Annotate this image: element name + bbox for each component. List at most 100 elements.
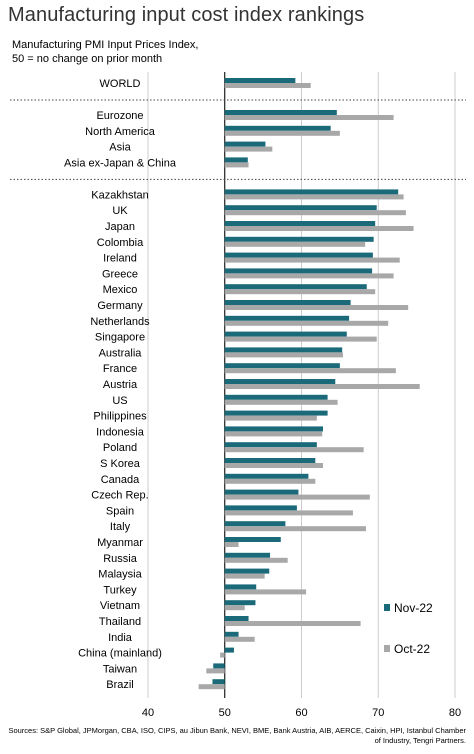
bar-nov-22 — [224, 647, 234, 653]
bar-oct-22 — [224, 621, 361, 626]
bar-oct-22 — [206, 668, 225, 674]
legend-swatch-nov-22 — [384, 604, 390, 611]
chart-title: Manufacturing input cost index rankings — [8, 4, 365, 26]
bar-oct-22 — [224, 636, 255, 642]
bar-nov-22 — [212, 679, 225, 685]
category-label: India — [108, 632, 133, 644]
bar-nov-22 — [224, 157, 248, 163]
category-label: Colombia — [97, 237, 144, 249]
bar-nov-22 — [224, 552, 271, 558]
bar-nov-22 — [224, 347, 343, 353]
x-tick-label: 40 — [142, 707, 154, 719]
bar-nov-22 — [224, 426, 323, 432]
bar-oct-22 — [224, 194, 404, 200]
bar-nov-22 — [224, 189, 399, 195]
category-label: US — [112, 395, 127, 407]
category-label: Vietnam — [100, 600, 140, 612]
bar-oct-22 — [224, 605, 245, 611]
category-label: Eurozone — [96, 110, 143, 122]
category-label: Singapore — [95, 332, 145, 344]
category-label: Netherlands — [90, 316, 150, 328]
legend-swatch-oct-22 — [384, 645, 390, 652]
bar-nov-22 — [224, 616, 249, 621]
bar-oct-22 — [224, 557, 288, 563]
category-label: Kazakhstan — [91, 189, 148, 201]
chart-subtitle: Manufacturing PMI Input Prices Index, 50… — [12, 39, 199, 65]
category-label: Italy — [110, 521, 131, 533]
bar-nov-22 — [224, 473, 309, 479]
bar-oct-22 — [224, 305, 409, 310]
bar-oct-22 — [224, 210, 406, 216]
category-label: Brazil — [106, 679, 134, 691]
x-tick-label: 70 — [372, 707, 384, 719]
bar-nov-22 — [224, 521, 286, 527]
bar-nov-22 — [224, 221, 376, 226]
bar-nov-22 — [224, 584, 257, 590]
bar-nov-22 — [224, 537, 281, 542]
bar-nov-22 — [224, 284, 367, 290]
bar-nov-22 — [224, 394, 328, 400]
category-label: North America — [85, 126, 156, 138]
bar-oct-22 — [224, 384, 420, 389]
bar-oct-22 — [224, 542, 239, 547]
category-label: Germany — [97, 300, 143, 312]
category-label: WORLD — [100, 78, 141, 90]
bar-oct-22 — [224, 115, 394, 120]
bar-oct-22 — [220, 652, 225, 658]
bar-oct-22 — [224, 415, 317, 421]
bar-nov-22 — [224, 363, 340, 369]
bar-oct-22 — [224, 130, 340, 136]
bar-nov-22 — [224, 252, 373, 258]
bar-oct-22 — [224, 478, 316, 484]
bar-oct-22 — [224, 573, 265, 579]
bar-nov-22 — [213, 663, 225, 669]
category-label: Mexico — [103, 284, 138, 296]
bar-nov-22 — [224, 379, 336, 384]
bar-oct-22 — [224, 510, 353, 516]
source-note: Sources: S&P Global, JPMorgan, CBA, ISO,… — [8, 726, 466, 745]
category-label: Indonesia — [96, 426, 145, 438]
bar-oct-22 — [224, 162, 249, 168]
legend-label-nov-22: Nov-22 — [394, 601, 433, 615]
x-tick-label: 50 — [219, 707, 231, 719]
category-label: Austria — [103, 379, 138, 391]
x-tick-label: 80 — [449, 707, 461, 719]
category-label: Czech Rep. — [91, 490, 148, 502]
bar-oct-22 — [224, 289, 376, 295]
category-label: UK — [112, 205, 128, 217]
category-label: Taiwan — [103, 663, 137, 675]
category-label: S Korea — [100, 458, 141, 470]
bar-nov-22 — [224, 268, 373, 274]
bar-oct-22 — [224, 526, 366, 532]
bar-oct-22 — [224, 241, 366, 247]
category-label: Philippines — [93, 411, 147, 423]
bar-oct-22 — [224, 368, 396, 374]
bar-nov-22 — [224, 141, 266, 147]
category-label: Canada — [101, 474, 140, 486]
bar-nov-22 — [224, 458, 316, 463]
legend-label-oct-22: Oct-22 — [394, 642, 430, 656]
category-label: Russia — [103, 553, 138, 565]
bar-nov-22 — [224, 442, 317, 448]
bar-oct-22 — [224, 447, 364, 453]
category-label: Malaysia — [98, 569, 142, 581]
bar-nov-22 — [224, 631, 239, 637]
bar-nov-22 — [224, 205, 377, 211]
bar-nov-22 — [224, 505, 297, 511]
bar-nov-22 — [224, 331, 347, 337]
category-label: France — [103, 363, 137, 375]
category-label: Asia ex-Japan & China — [64, 157, 177, 169]
category-label: Ireland — [103, 253, 137, 265]
bar-oct-22 — [198, 684, 225, 690]
bar-nov-22 — [224, 300, 351, 305]
bar-oct-22 — [224, 83, 311, 88]
bar-nov-22 — [224, 568, 270, 574]
bar-oct-22 — [224, 273, 394, 279]
bar-nov-22 — [224, 78, 296, 83]
bar-nov-22 — [224, 125, 331, 131]
bar-oct-22 — [224, 399, 338, 405]
bar-oct-22 — [224, 589, 307, 595]
bar-oct-22 — [224, 336, 377, 342]
bar-nov-22 — [224, 315, 350, 321]
bar-nov-22 — [224, 236, 374, 242]
